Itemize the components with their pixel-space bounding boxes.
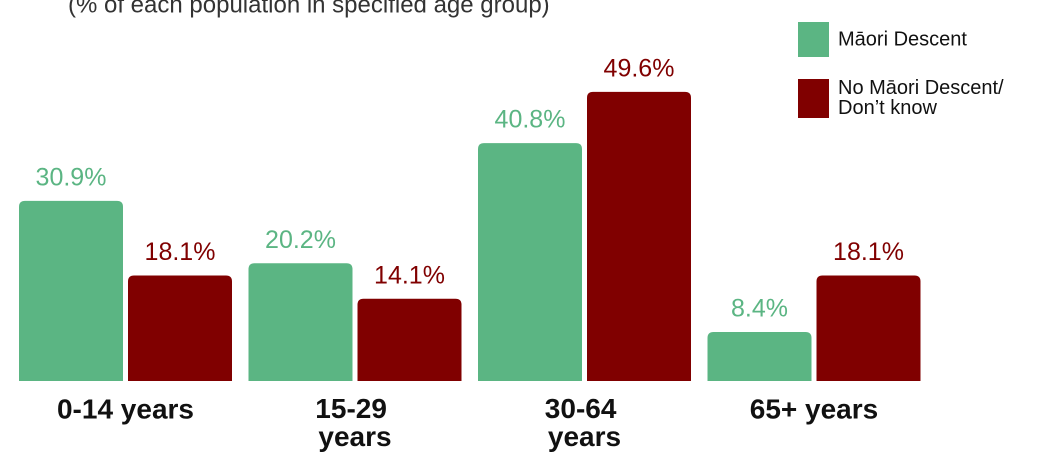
- legend-swatch: [798, 79, 829, 118]
- x-tick-label: 65+ years: [750, 393, 878, 424]
- value-label: 18.1%: [833, 238, 904, 266]
- legend-label: Māori Descent: [838, 28, 967, 50]
- value-label: 20.2%: [265, 226, 336, 254]
- value-label: 8.4%: [731, 295, 788, 323]
- bar: [357, 298, 462, 381]
- bar: [587, 91, 691, 381]
- value-label: 18.1%: [145, 238, 216, 266]
- bar: [248, 263, 353, 381]
- value-label: 40.8%: [495, 106, 566, 134]
- bar: [707, 332, 812, 381]
- x-tick-label: 30-64 years: [545, 393, 624, 452]
- chart-subtitle: (% of each population in specified age g…: [68, 0, 550, 18]
- bar: [19, 200, 123, 381]
- value-label: 14.1%: [374, 261, 445, 289]
- bar: [816, 275, 921, 381]
- value-label: 30.9%: [36, 163, 107, 191]
- x-tick-label: 15-29 years: [315, 393, 394, 452]
- x-tick-label: 0-14 years: [57, 393, 194, 424]
- legend-label: No Māori Descent/ Don’t know: [838, 77, 1009, 119]
- bar: [478, 143, 582, 381]
- bar: [128, 275, 232, 381]
- legend-swatch: [798, 22, 829, 57]
- value-label: 49.6%: [604, 54, 675, 82]
